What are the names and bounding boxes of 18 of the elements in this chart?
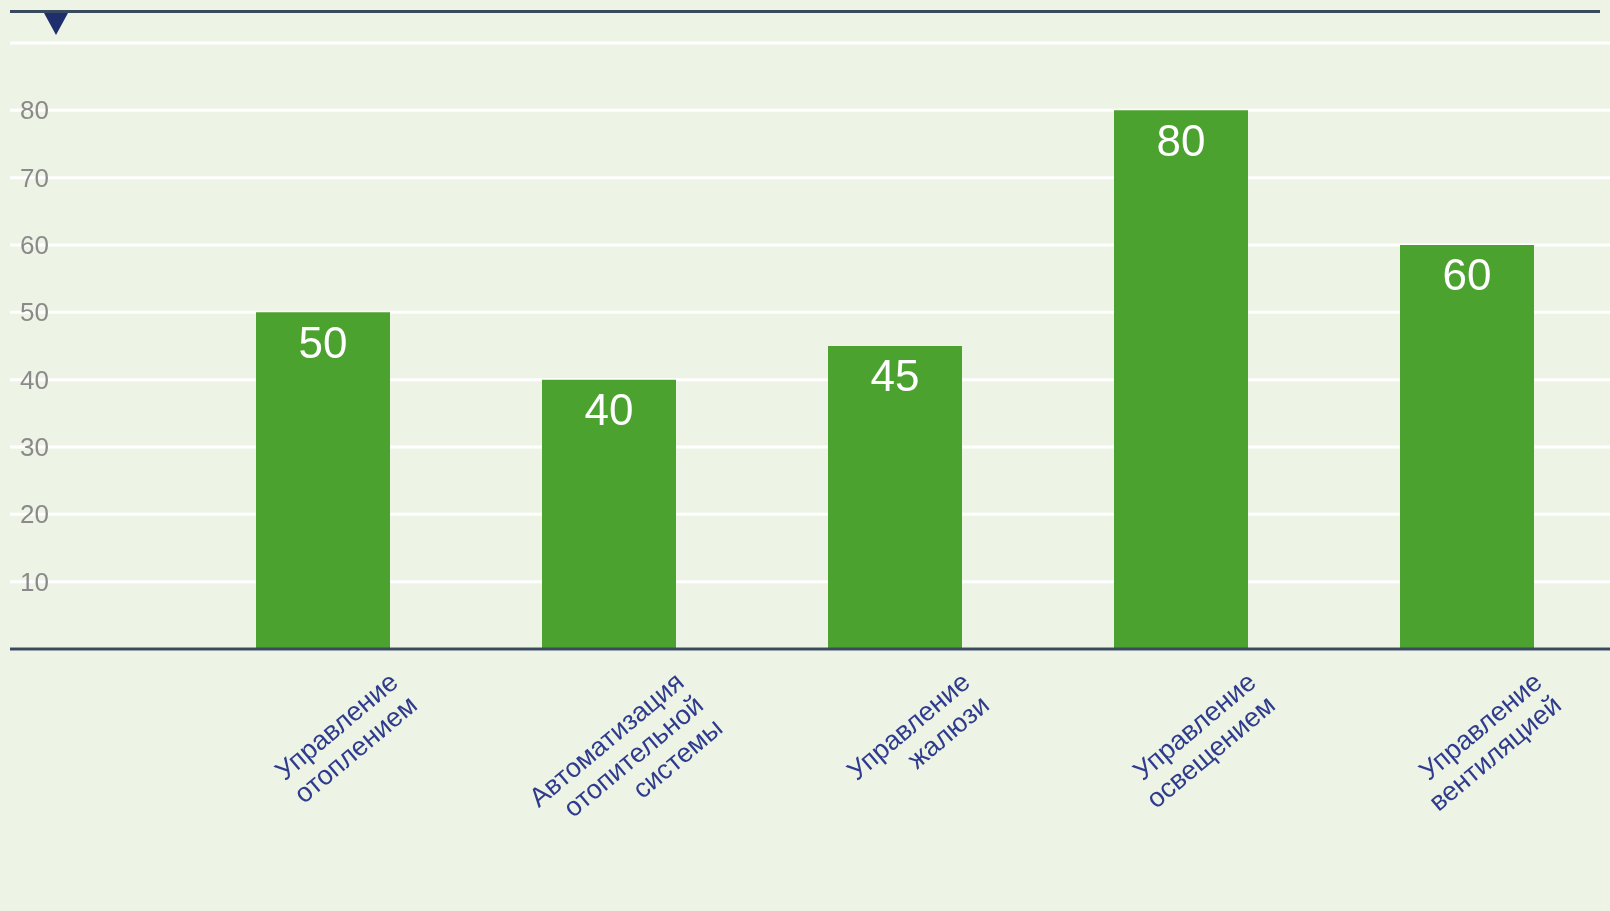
bar: [542, 379, 676, 649]
y-tick-label: 30: [20, 432, 49, 462]
bar: [1400, 245, 1534, 649]
y-tick-label: 80: [20, 95, 49, 126]
data-label: 60: [1442, 250, 1492, 300]
data-label: 80: [1156, 115, 1206, 165]
bar: [256, 312, 390, 649]
data-label: 45: [870, 351, 920, 401]
bar: [828, 346, 962, 649]
y-tick-label: 50: [20, 297, 49, 328]
y-tick-label: 60: [20, 230, 49, 260]
data-label: 50: [298, 317, 348, 367]
data-label: 40: [584, 384, 634, 434]
y-tick-label: 10: [20, 566, 49, 597]
y-tick-label: 70: [20, 162, 49, 193]
bar: [1114, 110, 1248, 649]
y-tick-label: 20: [20, 499, 49, 530]
y-tick-label: 40: [20, 364, 49, 395]
